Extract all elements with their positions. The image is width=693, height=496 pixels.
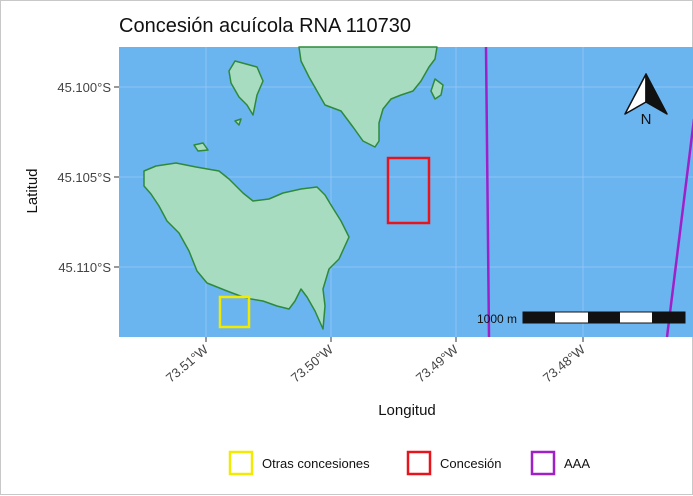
y-axis-label: Latitud: [24, 168, 41, 213]
legend-label: Concesión: [440, 456, 501, 471]
legend-item-otras-concesiones: Otras concesiones: [228, 450, 370, 476]
islet-small-b: [234, 118, 242, 126]
north-arrow-icon: N: [624, 73, 668, 128]
otras-concesiones-polygon: [218, 295, 251, 329]
x-axis: 73.51°W 73.50°W 73.49°W 73.48°W Longitud: [163, 337, 589, 419]
y-tick-label: 45.100°S: [57, 80, 111, 95]
x-axis-label: Longitud: [378, 402, 436, 419]
y-tick-label: 45.105°S: [57, 170, 111, 185]
concesion-polygon: [386, 156, 431, 225]
x-tick-label: 73.51°W: [163, 341, 212, 385]
scale-bar-label: 1000 m: [477, 312, 517, 326]
y-tick-label: 45.110°S: [58, 260, 111, 275]
x-tick-label: 73.50°W: [288, 341, 337, 385]
legend-label: AAA: [564, 456, 590, 471]
scale-bar: 1000 m: [477, 311, 686, 326]
map-title: Concesión acuícola RNA 110730: [119, 15, 411, 37]
islet-east: [430, 78, 444, 100]
islet-small-a: [193, 142, 209, 152]
y-axis: 45.100°S 45.105°S 45.110°S Latitud: [24, 80, 119, 275]
upper-island: [298, 46, 438, 148]
aaa-line-west: [484, 46, 491, 338]
legend-label: Otras concesiones: [262, 456, 370, 471]
islet-west: [228, 60, 264, 116]
x-tick-label: 73.48°W: [540, 341, 589, 385]
north-label: N: [641, 111, 652, 128]
main-island: [143, 162, 350, 330]
aaa-line-east: [665, 118, 693, 338]
legend-item-aaa: AAA: [530, 450, 590, 476]
legend-swatch-yellow: [228, 450, 254, 476]
legend: Otras concesiones Concesión AAA: [228, 450, 590, 476]
legend-item-concesion: Concesión: [406, 450, 501, 476]
map-panel: N 1000 m: [119, 46, 693, 338]
x-tick-label: 73.49°W: [413, 341, 462, 385]
land-areas: [143, 46, 444, 330]
aaa-lines: [484, 46, 693, 338]
legend-swatch-purple: [530, 450, 556, 476]
legend-swatch-red: [406, 450, 432, 476]
